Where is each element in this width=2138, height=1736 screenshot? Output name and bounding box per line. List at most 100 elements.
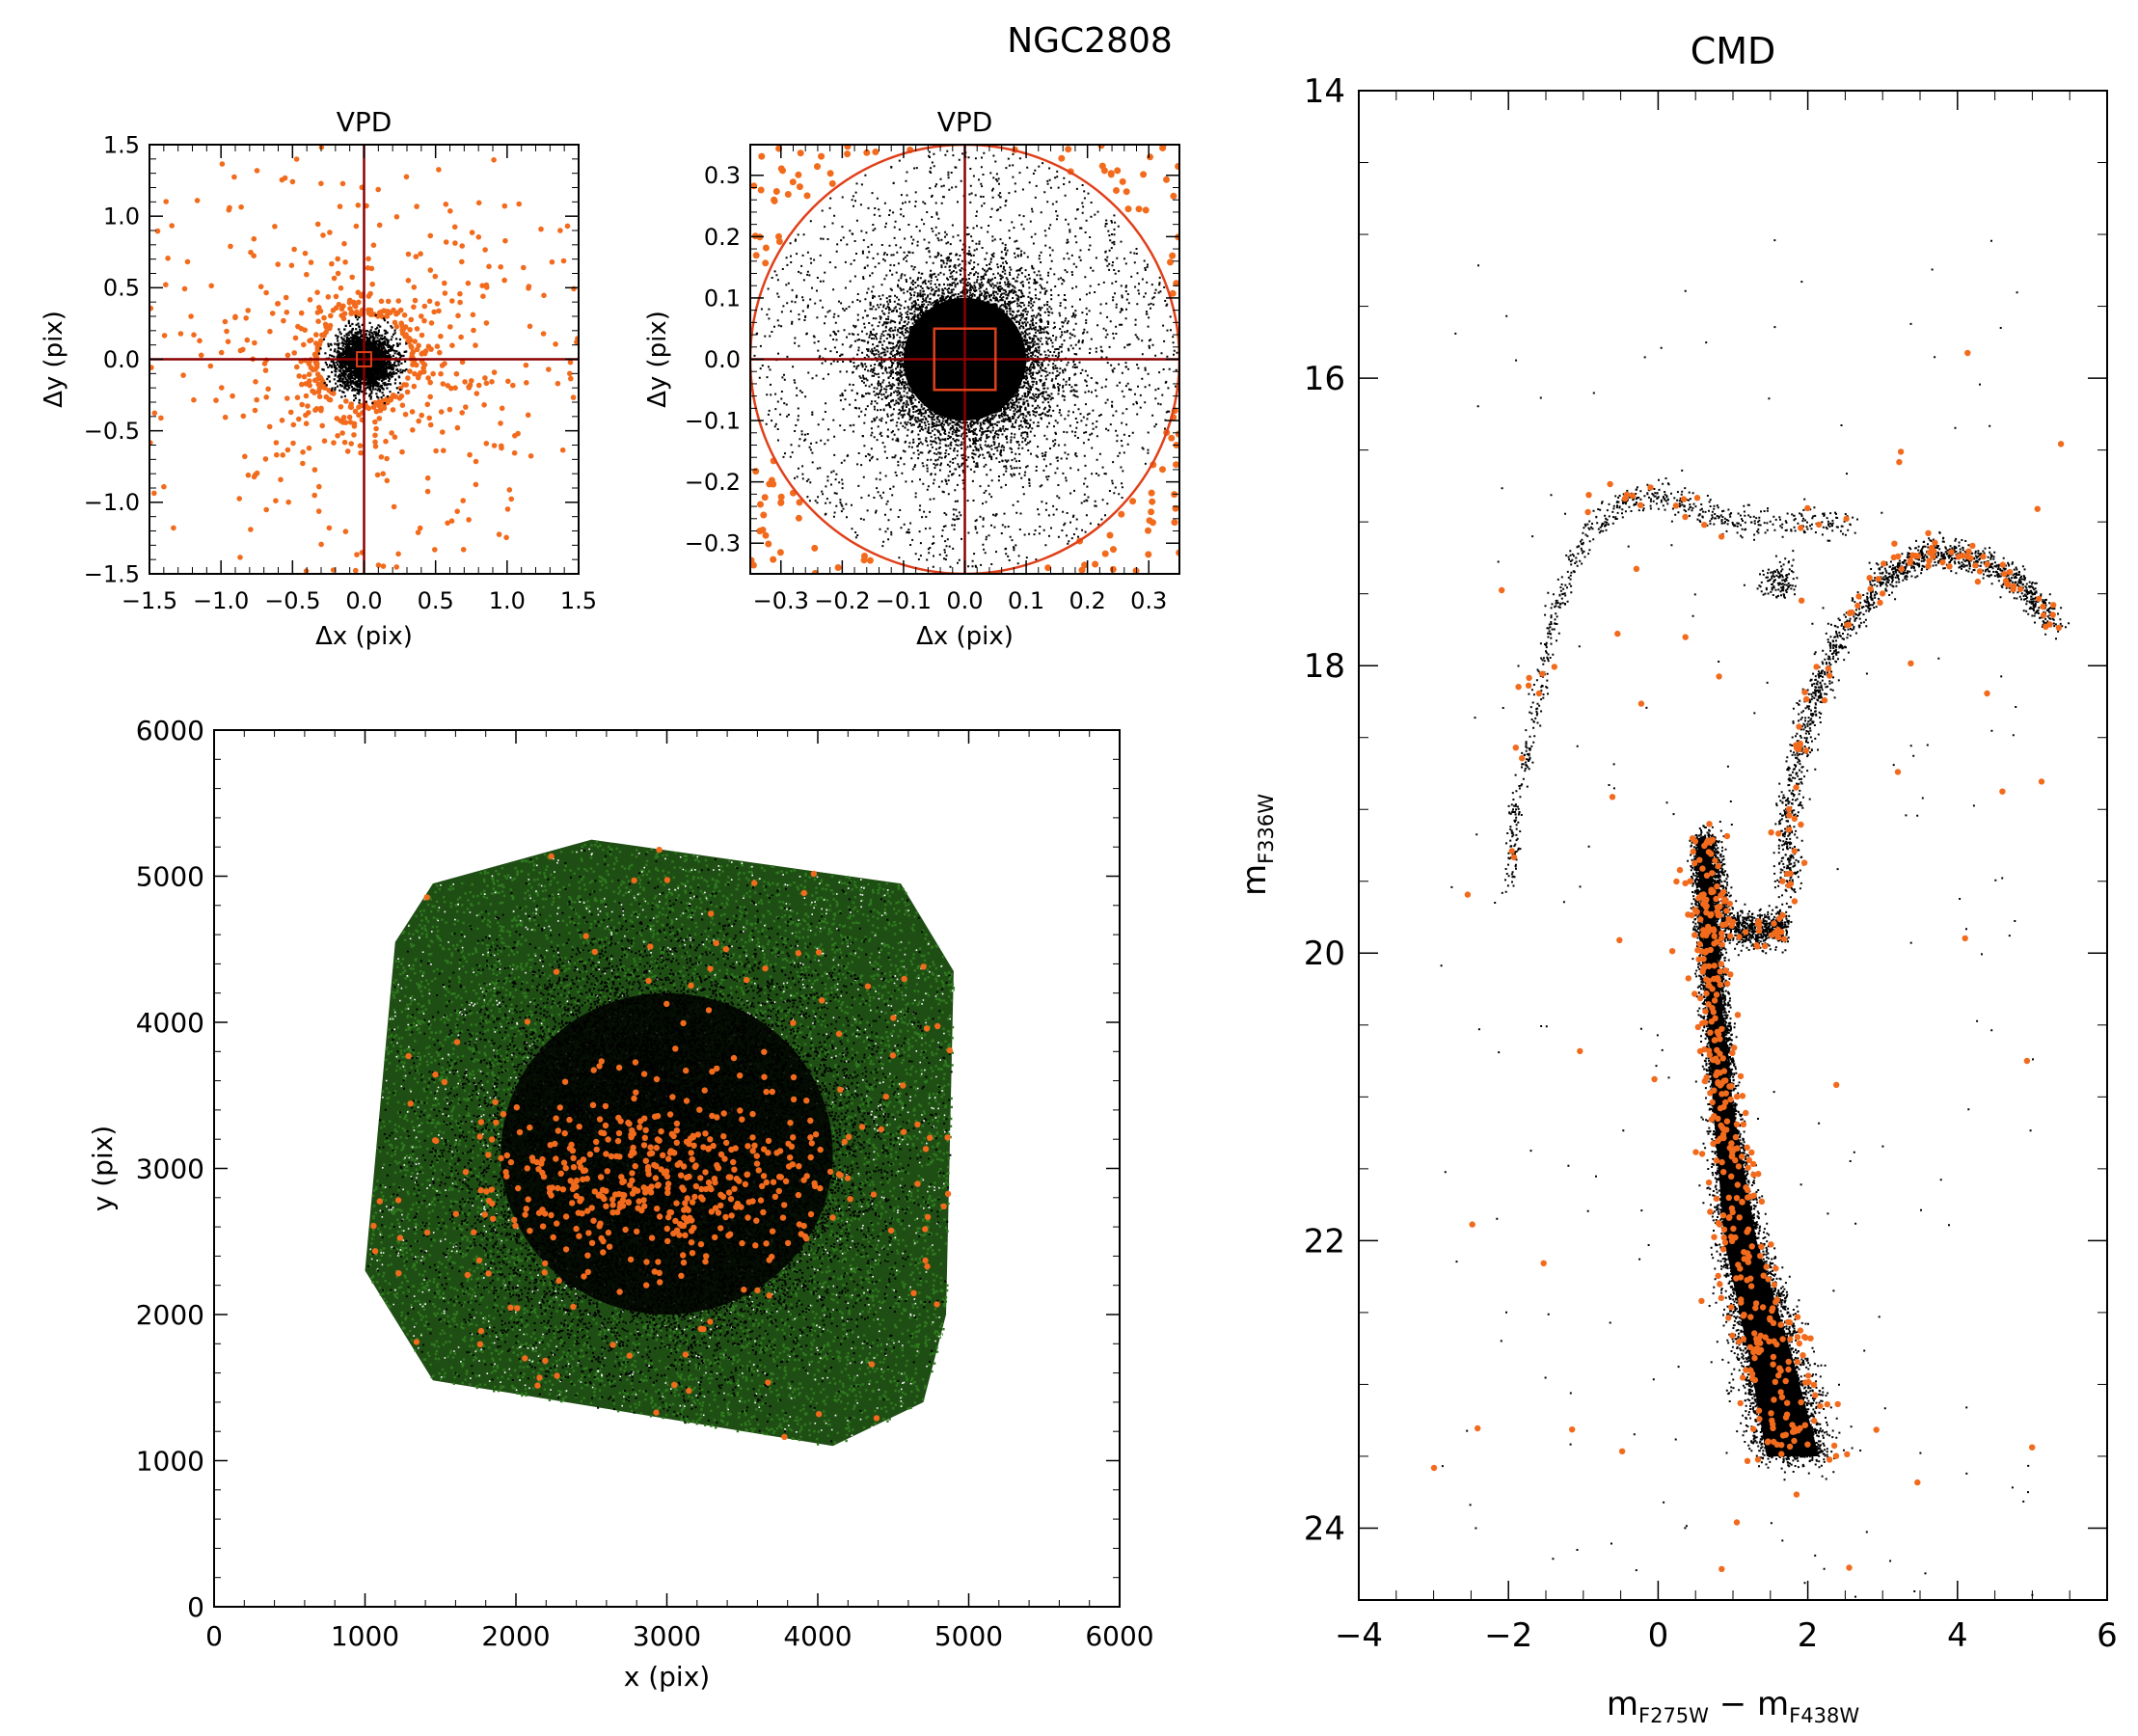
x-tick-label: −2 (1484, 1616, 1532, 1655)
zoom-box (356, 351, 372, 367)
rejected-star (760, 511, 768, 519)
rejected-star (459, 258, 465, 265)
rejected-star (1782, 1377, 1789, 1385)
rejected-star (546, 1189, 554, 1196)
rejected-star (413, 254, 419, 259)
rejected-star (800, 1177, 807, 1183)
rejected-star (1873, 1426, 1880, 1433)
rejected-star (727, 1196, 735, 1203)
rejected-star (512, 1222, 519, 1230)
rejected-star (483, 1188, 490, 1195)
rejected-star (331, 440, 337, 446)
rejected-star (690, 1142, 697, 1150)
rejected-star (1746, 1156, 1753, 1164)
rejected-star (219, 161, 226, 167)
rejected-star (800, 1222, 807, 1230)
vpd-zoom-points (750, 145, 1179, 574)
rejected-star (1647, 484, 1654, 491)
rejected-star (707, 1136, 714, 1143)
rejected-star (459, 243, 466, 249)
rejected-star (568, 1141, 575, 1149)
rejected-star (751, 880, 758, 886)
rejected-star (1148, 489, 1155, 497)
rejected-star (354, 552, 360, 557)
rejected-star (245, 308, 251, 313)
rejected-star (1914, 1478, 1921, 1486)
rejected-star (1894, 769, 1902, 775)
rejected-star (507, 1158, 515, 1166)
rejected-star (346, 414, 353, 420)
rejected-star (1145, 551, 1152, 558)
y-tick-label: 2000 (136, 1299, 204, 1331)
rejected-star (1709, 1099, 1716, 1106)
rejected-star (273, 498, 279, 503)
rejected-star (1772, 1378, 1779, 1386)
rejected-star (1777, 1321, 1784, 1328)
rejected-star (769, 1253, 775, 1261)
rejected-star (625, 1199, 632, 1206)
rejected-star (1709, 986, 1716, 992)
rejected-star (1793, 1491, 1800, 1498)
rejected-star (242, 453, 248, 460)
rejected-star (376, 1198, 383, 1205)
rejected-star (1150, 519, 1156, 527)
rejected-star (548, 1211, 555, 1219)
rejected-star (471, 327, 476, 334)
rejected-star (245, 472, 252, 478)
rejected-star (1755, 1336, 1762, 1343)
rejected-star (1715, 1080, 1721, 1087)
rejected-star (1755, 927, 1763, 935)
rejected-star (1964, 349, 1971, 357)
rejected-star (506, 487, 513, 493)
rejected-star (795, 514, 802, 522)
rejected-star (370, 1222, 377, 1230)
rejected-star (384, 477, 391, 484)
rejected-star (465, 280, 472, 286)
rejected-star (1711, 1037, 1719, 1044)
rejected-star (1747, 1314, 1754, 1320)
rejected-star (427, 232, 434, 239)
x-tick-label: −4 (1335, 1616, 1383, 1655)
rejected-star (605, 1229, 612, 1236)
rejected-star (1785, 1358, 1792, 1366)
rejected-star (559, 1186, 567, 1193)
rejected-star (1735, 1163, 1743, 1170)
rejected-star (758, 152, 766, 160)
rejected-star (717, 1202, 724, 1209)
rejected-star (1135, 205, 1143, 213)
rejected-star (1770, 1353, 1777, 1361)
rejected-star (863, 149, 871, 156)
x-tick-label: 0.0 (345, 587, 382, 614)
rejected-star (1726, 1083, 1733, 1090)
rejected-star (313, 332, 319, 338)
rejected-star (335, 433, 340, 439)
rejected-star (1715, 1137, 1721, 1145)
rejected-star (304, 271, 310, 278)
rejected-star (302, 327, 309, 334)
rejected-star (1717, 1281, 1723, 1288)
rejected-star (1703, 1073, 1710, 1081)
rejected-star (477, 1187, 484, 1194)
rejected-star (606, 1243, 613, 1250)
cmd-title: CMD (1691, 30, 1776, 72)
rejected-star (513, 1104, 520, 1111)
rejected-star (296, 373, 303, 379)
vpd-zoom-title: VPD (937, 106, 993, 138)
rejected-star (1540, 1260, 1547, 1267)
rejected-star (1110, 546, 1117, 554)
rejected-star (946, 1046, 953, 1054)
rejected-star (405, 375, 411, 381)
rejected-star (254, 168, 260, 174)
rejected-star (731, 1185, 738, 1192)
rejected-star (1702, 904, 1710, 910)
rejected-star (1773, 1341, 1780, 1348)
rejected-star (505, 378, 511, 385)
y-tick-label: 0.2 (704, 224, 741, 251)
rejected-star (337, 203, 343, 209)
cmd-points (1430, 239, 2070, 1598)
rejected-star (1765, 1276, 1772, 1283)
rejected-star (1708, 888, 1715, 895)
rejected-star (818, 152, 825, 160)
rejected-star (243, 315, 249, 321)
rejected-star (1744, 1277, 1750, 1284)
